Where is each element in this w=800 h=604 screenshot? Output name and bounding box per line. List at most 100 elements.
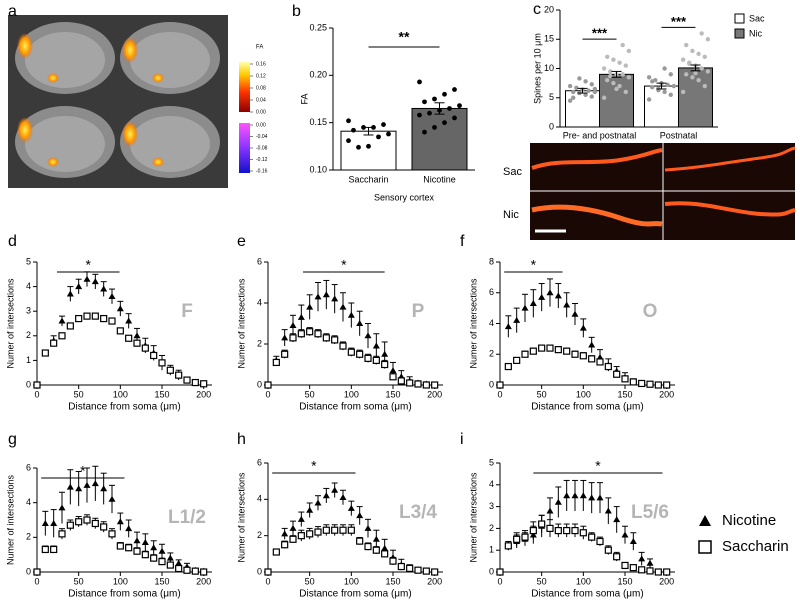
marker-triangle [331,295,339,302]
marker-square [646,567,654,575]
marker-triangle [125,317,133,324]
data-point [696,78,701,83]
marker-square [66,322,74,330]
marker-square [554,526,562,535]
fa-blob [122,37,138,63]
data-point [620,42,625,48]
data-point [442,120,447,126]
y-tick-label: 0 [489,379,494,389]
fa-blob [152,157,164,167]
marker-square [579,352,587,360]
marker-triangle [554,292,562,299]
data-point [417,79,422,85]
panel-label: g [8,431,17,448]
marker-square [200,568,208,576]
panel-label: d [8,233,17,250]
colorbar-tick-label: 0.00 [256,109,266,115]
marker-triangle [306,506,314,513]
data-point [583,92,588,98]
marker-triangle [546,507,554,514]
y-tick-label: 2 [257,338,262,348]
marker-square [638,379,646,388]
significance-label: * [311,458,317,474]
region-label: O [643,301,658,322]
significance-label: ** [399,29,410,45]
marker-square [546,344,554,352]
marker-triangle [108,495,116,502]
data-point [620,72,625,77]
bar [340,130,397,171]
marker-square [364,354,372,362]
marker-triangle [596,494,604,501]
marker-triangle [638,555,646,562]
data-point [650,85,655,90]
y-tick-label: 5 [549,92,554,102]
marker-square [133,547,141,555]
marker-triangle [538,293,546,300]
marker-square [150,351,158,360]
marker-square [571,526,579,535]
data-point [577,76,582,81]
data-point [699,31,704,36]
y-tick-label: 0 [26,566,31,576]
data-point [605,54,610,59]
marker-triangle [50,519,58,526]
marker-triangle [83,481,91,488]
x-tick-label: 100 [576,389,591,399]
marker-square [663,568,671,576]
marker-triangle [621,531,629,538]
fa-blob [47,157,59,167]
marker-square [529,347,537,355]
y-tick-label: 8 [489,256,494,266]
data-point [592,86,598,92]
marker-square [356,350,364,358]
marker-square [314,528,322,536]
marker-square [347,526,355,534]
data-point [623,89,628,95]
data-point [601,66,607,71]
marker-square [297,532,305,540]
x-tick-label: 50 [537,389,547,399]
marker-triangle [563,492,571,499]
marker-triangle [364,524,372,531]
data-point [699,66,704,71]
x-tick-label: 0 [34,389,39,399]
x-tick-label: 200 [196,389,211,399]
x-axis-label: Distance from soma (μm) [531,589,643,600]
panel-label: i [460,431,464,448]
marker-square [654,381,662,389]
marker-square [613,370,621,378]
x-axis-label: Distance from soma (μm) [299,589,411,600]
region-label: P [412,301,425,322]
data-point [693,70,698,76]
data-point [608,73,613,79]
marker-square [356,537,364,545]
data-point [656,86,661,91]
data-point [696,51,701,57]
panel-label: e [237,233,246,250]
marker-triangle [389,367,397,374]
marker-triangle [529,300,537,307]
data-point [623,63,628,68]
marker-square [108,530,116,538]
brain-hemisphere [130,116,210,172]
y-tick-label: 4 [489,479,494,489]
marker-triangle [125,525,133,532]
data-point [605,78,610,83]
marker-square [116,327,124,335]
marker-square [272,548,280,556]
y-tick-label: 3 [489,501,494,511]
marker-triangle [579,492,587,499]
y-tick-label: 15 [544,34,554,44]
marker-triangle [521,304,529,311]
marker-square [75,518,83,526]
marker-square [289,334,297,342]
marker-square [183,566,191,574]
y-tick-label: 6 [257,256,262,266]
y-tick-label: 0.20 [309,70,327,80]
marker-triangle [41,519,49,526]
marker-square [175,564,183,573]
legend-marker [699,515,711,526]
region-label: F [181,301,193,322]
marker-triangle [571,310,579,317]
